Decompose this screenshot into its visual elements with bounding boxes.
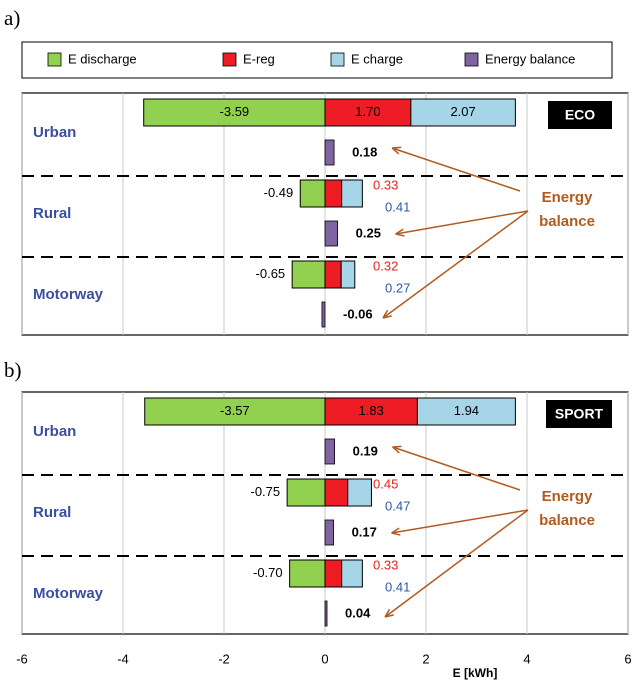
data-label: -0.49	[264, 185, 294, 200]
data-label: 1.70	[355, 104, 380, 119]
annotation-arrow	[384, 509, 529, 618]
bar-segment	[324, 179, 343, 208]
annotation: Energy balance	[539, 488, 595, 529]
arrow-head	[392, 445, 402, 454]
data-label: 1.94	[454, 403, 479, 418]
data-label: 0.32	[373, 258, 398, 273]
x-tick-label: -2	[218, 651, 230, 666]
data-label: 0.33	[373, 177, 398, 192]
x-tick-label: -4	[117, 651, 129, 666]
category-label: Rural	[33, 205, 71, 222]
annotation-arrow	[382, 210, 529, 319]
balance-label: -0.06	[343, 306, 373, 321]
legend-box	[21, 41, 613, 79]
arrow-head	[391, 146, 402, 155]
legend-label: E-reg	[243, 51, 275, 66]
bar-segment	[410, 98, 516, 127]
bar-segment	[324, 478, 349, 507]
legend-swatch	[330, 52, 345, 67]
category-label: Urban	[33, 124, 76, 141]
bar-segment	[340, 260, 356, 289]
category-label: Motorway	[33, 286, 104, 303]
panel-label: a)	[4, 6, 20, 30]
balance-bar	[324, 519, 334, 546]
bar-segment	[324, 397, 418, 426]
arrow-head	[395, 228, 405, 237]
category-label: Urban	[33, 423, 76, 440]
bar-segment	[143, 98, 326, 127]
bar-segment	[341, 179, 363, 208]
arrow-head	[384, 608, 394, 618]
bar-segment	[144, 397, 326, 426]
x-axis-label: E [kWh]	[453, 666, 498, 680]
data-label: 0.45	[373, 476, 398, 491]
bar-segment	[416, 397, 516, 426]
data-label: -0.70	[253, 565, 283, 580]
badge	[548, 101, 612, 129]
balance-bar	[324, 438, 335, 465]
legend-label: E discharge	[68, 51, 137, 66]
data-label: 2.07	[450, 104, 475, 119]
annotation-arrow	[391, 147, 521, 192]
badge	[546, 400, 612, 428]
legend-swatch	[47, 52, 62, 67]
annotation-arrow	[392, 446, 521, 491]
balance-bar	[324, 600, 328, 627]
data-label: 0.33	[373, 557, 398, 572]
bar-segment	[291, 260, 326, 289]
balance-label: 0.17	[352, 524, 377, 539]
arrow-head	[391, 527, 401, 536]
legend-swatch	[464, 52, 479, 67]
x-tick-label: -6	[16, 651, 28, 666]
annotation-arrow	[391, 509, 529, 534]
legend-label: E charge	[351, 51, 403, 66]
x-tick-label: 0	[321, 651, 328, 666]
badge-text: SPORT	[555, 406, 604, 422]
annotation-line: balance	[539, 213, 595, 230]
annotation-arrow	[395, 210, 529, 235]
data-label: 0.47	[385, 498, 410, 513]
data-label: -3.59	[220, 104, 250, 119]
balance-label: 0.04	[345, 605, 371, 620]
panel-label: b)	[4, 358, 22, 382]
category-label: Motorway	[33, 585, 104, 602]
bar-segment	[347, 478, 372, 507]
data-label: 1.83	[359, 403, 384, 418]
data-label: -0.75	[250, 484, 280, 499]
x-tick-label: 6	[624, 651, 631, 666]
bar-segment	[289, 559, 326, 588]
data-label: -3.57	[220, 403, 250, 418]
legend-swatch	[222, 52, 237, 67]
legend-label: Energy balance	[485, 51, 575, 66]
annotation-line: Energy	[542, 189, 594, 206]
category-label: Rural	[33, 504, 71, 521]
badge-text: ECO	[565, 107, 595, 123]
data-label: -0.65	[256, 266, 286, 281]
bar-segment	[324, 559, 343, 588]
x-tick-label: 2	[422, 651, 429, 666]
annotation-line: balance	[539, 512, 595, 529]
bar-segment	[341, 559, 363, 588]
balance-bar	[324, 220, 339, 247]
balance-label: 0.25	[356, 225, 381, 240]
annotation: Energy balance	[539, 189, 595, 230]
balance-bar	[324, 139, 335, 166]
arrow-head	[382, 309, 392, 319]
data-label: 0.41	[385, 199, 410, 214]
bar-segment	[286, 478, 326, 507]
data-label: 0.41	[385, 579, 410, 594]
balance-bar	[321, 301, 326, 328]
balance-label: 0.18	[352, 144, 377, 159]
bar-segment	[324, 260, 342, 289]
bar-segment	[299, 179, 326, 208]
annotation-line: Energy	[542, 488, 594, 505]
x-tick-label: 4	[523, 651, 530, 666]
balance-label: 0.19	[353, 443, 378, 458]
data-label: 0.27	[385, 280, 410, 295]
